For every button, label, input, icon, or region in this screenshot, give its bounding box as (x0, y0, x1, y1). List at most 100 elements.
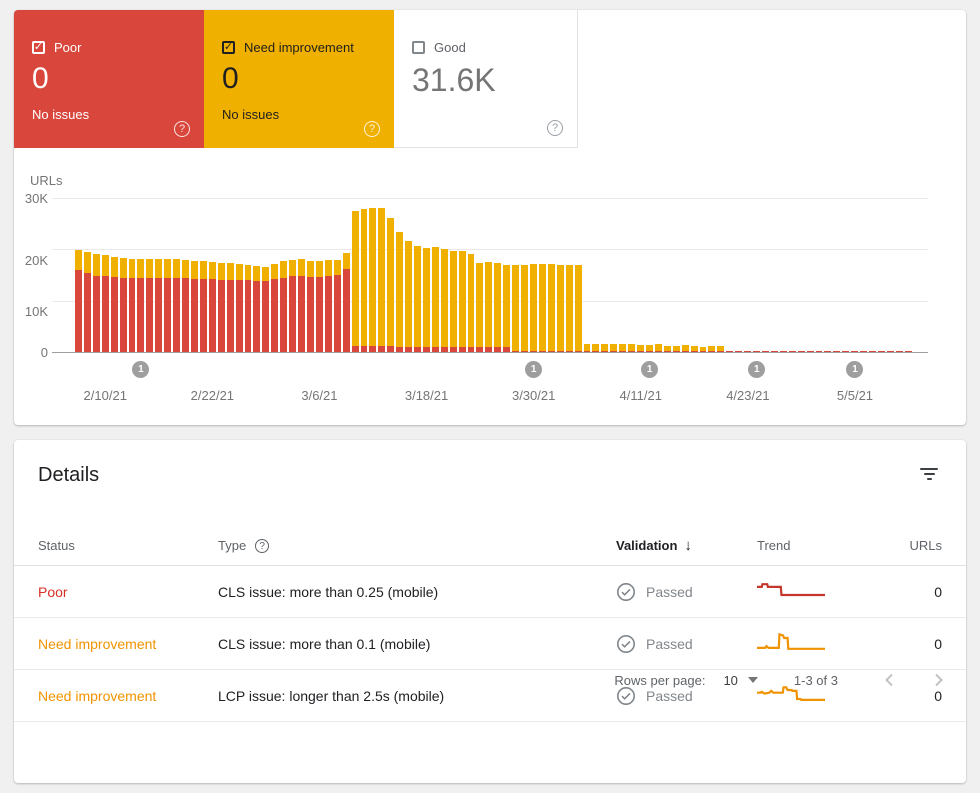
bar-column[interactable] (235, 198, 243, 352)
help-icon[interactable]: ? (547, 120, 563, 136)
annotation-marker[interactable]: 1 (748, 361, 766, 378)
bar-column[interactable] (155, 198, 163, 352)
bar-column[interactable] (815, 198, 823, 352)
annotation-marker[interactable]: 1 (641, 361, 659, 378)
bar-column[interactable] (717, 198, 725, 352)
bar-column[interactable] (547, 198, 555, 352)
bar-column[interactable] (119, 198, 127, 352)
bar-column[interactable] (851, 198, 859, 352)
annotation-marker[interactable]: 1 (132, 361, 150, 378)
bar-column[interactable] (414, 198, 421, 352)
bar-column[interactable] (761, 198, 769, 352)
bar-column[interactable] (610, 198, 618, 352)
bar-column[interactable] (485, 198, 493, 352)
bar-column[interactable] (904, 198, 912, 352)
bar-column[interactable] (405, 198, 413, 352)
bar-column[interactable] (708, 198, 716, 352)
bar-column[interactable] (280, 198, 288, 352)
rows-per-page-select[interactable]: 10 (723, 673, 758, 688)
status-card-poor[interactable]: ✓ Poor 0 No issues ? (14, 10, 204, 148)
bar-column[interactable] (137, 198, 145, 352)
bar-column[interactable] (342, 198, 350, 352)
bar-column[interactable] (378, 198, 386, 352)
bar-column[interactable] (538, 198, 546, 352)
bar-column[interactable] (431, 198, 439, 352)
table-row[interactable]: Poor CLS issue: more than 0.25 (mobile) Pa… (14, 566, 966, 618)
bar-column[interactable] (440, 198, 448, 352)
column-header-validation[interactable]: Validation ↓ (616, 537, 692, 554)
bar-column[interactable] (449, 198, 457, 352)
bar-column[interactable] (467, 198, 475, 352)
next-page-button[interactable] (926, 668, 950, 692)
status-card-need-improvement[interactable]: ✓ Need improvement 0 No issues ? (204, 10, 394, 148)
bar-column[interactable] (637, 198, 644, 352)
column-header-status[interactable]: Status (38, 538, 75, 553)
bar-column[interactable] (271, 198, 279, 352)
bar-column[interactable] (324, 198, 332, 352)
filter-button[interactable] (918, 465, 940, 485)
bar-column[interactable] (833, 198, 841, 352)
bar-column[interactable] (574, 198, 582, 352)
poor-checkbox[interactable]: ✓ (32, 41, 45, 54)
bar-column[interactable] (208, 198, 216, 352)
bar-column[interactable] (628, 198, 636, 352)
column-header-trend[interactable]: Trend (757, 538, 791, 553)
bar-column[interactable] (583, 198, 591, 352)
bar-column[interactable] (253, 198, 261, 352)
bar-column[interactable] (824, 198, 832, 352)
bar-column[interactable] (164, 198, 172, 352)
bar-column[interactable] (770, 198, 778, 352)
bar-column[interactable] (663, 198, 671, 352)
bar-column[interactable] (146, 198, 154, 352)
bar-column[interactable] (190, 198, 198, 352)
bar-column[interactable] (422, 198, 430, 352)
bar-column[interactable] (842, 198, 850, 352)
column-header-urls[interactable]: URLs (909, 538, 942, 553)
bar-column[interactable] (672, 198, 680, 352)
annotation-marker[interactable]: 1 (525, 361, 543, 378)
prev-page-button[interactable] (878, 668, 902, 692)
bar-column[interactable] (92, 198, 100, 352)
bar-column[interactable] (797, 198, 805, 352)
bar-column[interactable] (75, 198, 82, 352)
bar-column[interactable] (369, 198, 377, 352)
bar-column[interactable] (217, 198, 225, 352)
bar-column[interactable] (726, 198, 734, 352)
bar-column[interactable] (244, 198, 252, 352)
bar-column[interactable] (199, 198, 207, 352)
column-header-type[interactable]: Type ? (218, 538, 616, 553)
bar-column[interactable] (601, 198, 609, 352)
bar-column[interactable] (753, 198, 760, 352)
bar-column[interactable] (877, 198, 885, 352)
bar-column[interactable] (494, 198, 502, 352)
bar-column[interactable] (646, 198, 653, 352)
bar-column[interactable] (619, 198, 627, 352)
bar-column[interactable] (110, 198, 118, 352)
bar-column[interactable] (565, 198, 573, 352)
bar-column[interactable] (298, 198, 305, 352)
bar-column[interactable] (654, 198, 662, 352)
bar-column[interactable] (476, 198, 484, 352)
help-icon[interactable]: ? (174, 121, 190, 137)
bar-column[interactable] (699, 198, 707, 352)
bar-column[interactable] (315, 198, 323, 352)
bar-column[interactable] (735, 198, 743, 352)
bar-column[interactable] (182, 198, 189, 352)
bar-column[interactable] (306, 198, 314, 352)
table-row[interactable]: Need improvement LCP issue: longer than 2… (14, 670, 966, 722)
good-checkbox[interactable] (412, 41, 425, 54)
bar-column[interactable] (101, 198, 109, 352)
status-card-good[interactable]: Good 31.6K ? (394, 10, 578, 148)
bar-column[interactable] (690, 198, 698, 352)
table-row[interactable]: Need improvement CLS issue: more than 0.1… (14, 618, 966, 670)
bar-column[interactable] (351, 198, 359, 352)
bar-column[interactable] (333, 198, 341, 352)
bar-column[interactable] (262, 198, 270, 352)
bar-column[interactable] (512, 198, 520, 352)
bar-column[interactable] (744, 198, 752, 352)
bar-column[interactable] (503, 198, 511, 352)
bar-column[interactable] (681, 198, 689, 352)
bar-column[interactable] (360, 198, 368, 352)
annotation-marker[interactable]: 1 (846, 361, 864, 378)
bar-column[interactable] (521, 198, 529, 352)
